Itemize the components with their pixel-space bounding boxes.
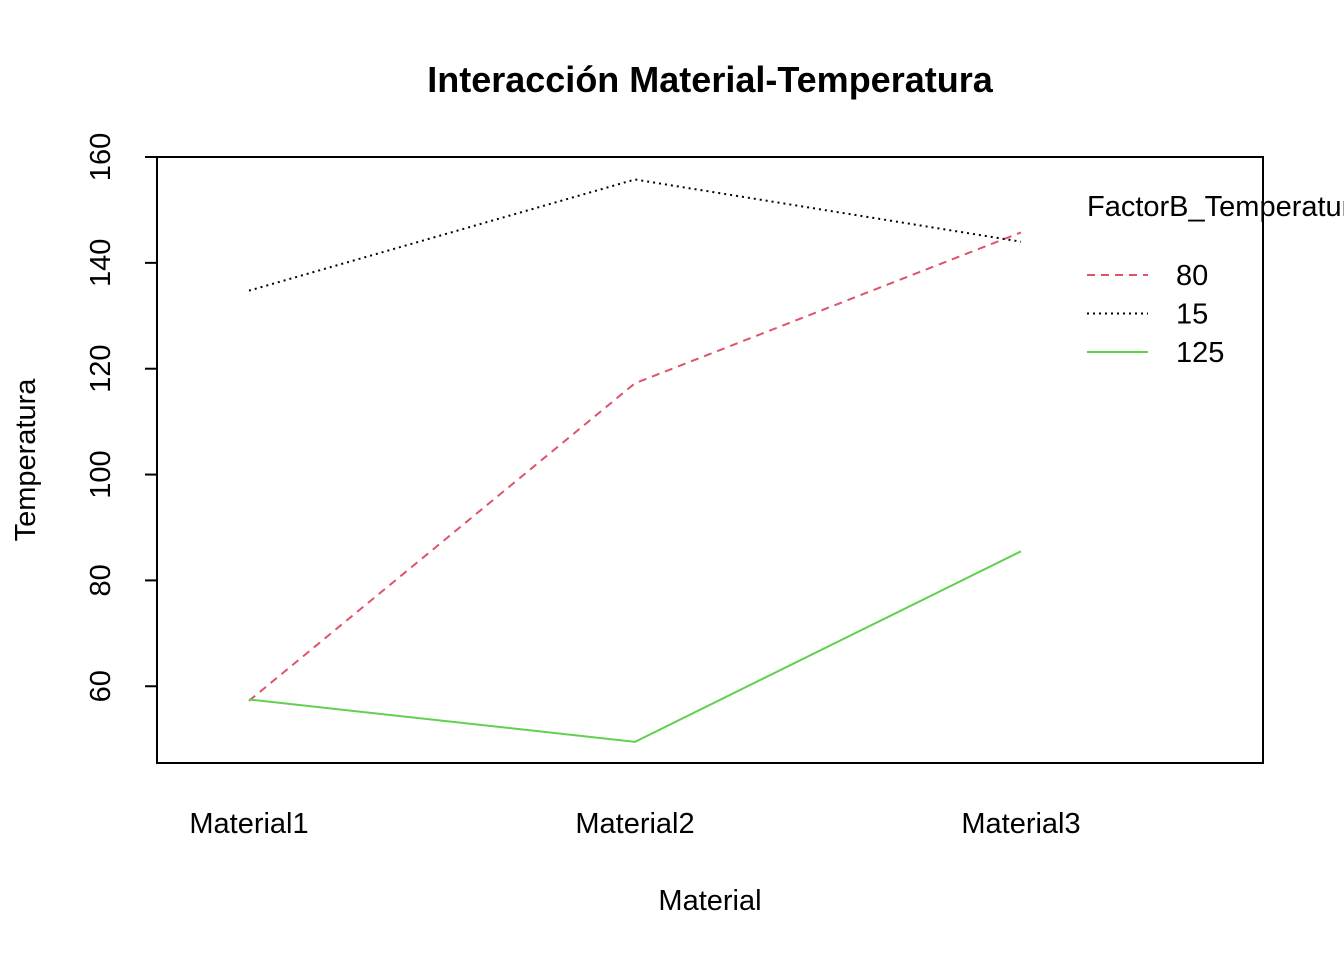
x-axis: Material1 Material2 Material3	[189, 808, 1080, 840]
legend-title: FactorB_Temperatura	[1087, 191, 1344, 223]
legend-label-125: 125	[1176, 337, 1224, 369]
legend-label-15: 15	[1176, 299, 1208, 331]
chart-title: Interacción Material-Temperatura	[427, 59, 993, 100]
x-tick-label: Material3	[961, 808, 1080, 840]
x-axis-label: Material	[658, 885, 761, 917]
x-tick-label: Material2	[575, 808, 694, 840]
series-line-125	[248, 550, 1022, 743]
series-layer	[248, 178, 1022, 743]
y-tick-label: 100	[85, 450, 117, 498]
series-line-80	[248, 231, 1022, 702]
y-tick-label: 160	[85, 133, 117, 181]
series-line-15	[248, 178, 1022, 292]
y-axis: 60 80 100 120 140 160	[85, 133, 158, 702]
plot-frame	[156, 156, 1264, 764]
y-axis-label: Temperatura	[10, 378, 42, 542]
y-tick-label: 80	[85, 564, 117, 596]
x-tick-label: Material1	[189, 808, 308, 840]
legend-label-80: 80	[1176, 260, 1208, 292]
legend: FactorB_Temperatura 80 15 125	[1087, 191, 1344, 369]
y-tick-label: 120	[85, 345, 117, 393]
y-tick-label: 140	[85, 239, 117, 287]
y-tick-label: 60	[85, 670, 117, 702]
